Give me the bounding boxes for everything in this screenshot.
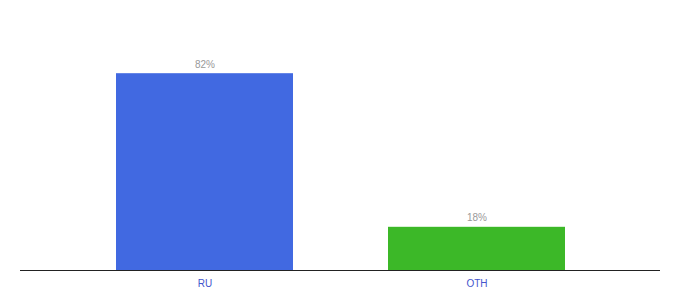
svg-text:OTH: OTH [466,278,487,289]
svg-text:18%: 18% [467,212,487,223]
svg-text:82%: 82% [195,59,215,70]
svg-text:RU: RU [198,278,212,289]
